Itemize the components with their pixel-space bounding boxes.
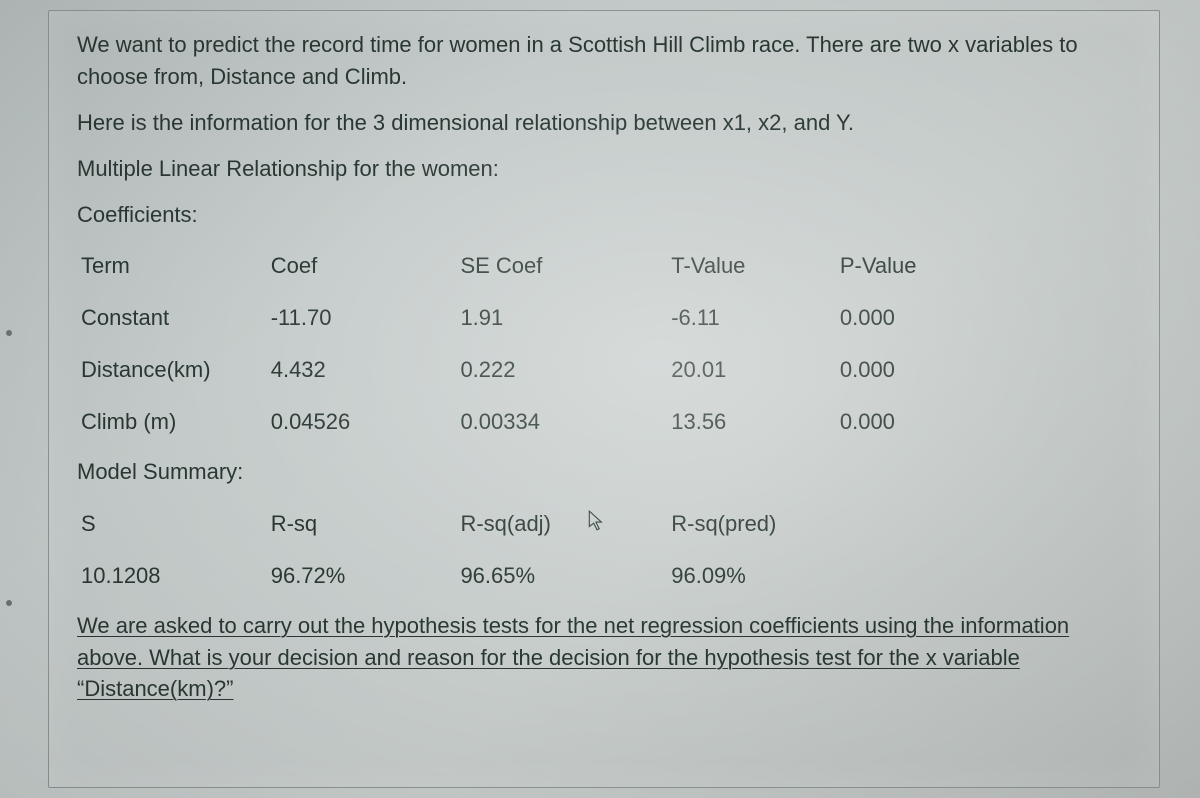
col-rsqadj: R-sq(adj)	[456, 498, 667, 550]
intro-paragraph-2: Here is the information for the 3 dimens…	[77, 107, 1131, 139]
model-summary-label: Model Summary:	[77, 456, 1131, 488]
cell-se: 1.91	[456, 292, 667, 344]
cell-rsqpred: 96.09%	[667, 550, 836, 602]
cell-term: Climb (m)	[77, 396, 267, 448]
table-header-row: Term Coef SE Coef T-Value P-Value	[77, 240, 1131, 292]
cell-term: Constant	[77, 292, 267, 344]
cell-rsq: 96.72%	[267, 550, 457, 602]
problem-sheet: We want to predict the record time for w…	[48, 10, 1160, 788]
cell-t: 20.01	[667, 344, 836, 396]
cell-coef: 0.04526	[267, 396, 457, 448]
cell-p: 0.000	[836, 396, 1005, 448]
table-row: 10.1208 96.72% 96.65% 96.09%	[77, 550, 1131, 602]
col-tvalue: T-Value	[667, 240, 836, 292]
coefficients-label: Coefficients:	[77, 199, 1131, 231]
col-s: S	[77, 498, 267, 550]
coefficients-table: Term Coef SE Coef T-Value P-Value Consta…	[77, 240, 1131, 448]
cell-t: 13.56	[667, 396, 836, 448]
col-term: Term	[77, 240, 267, 292]
model-summary-table: S R-sq R-sq(adj) R-sq(pred) 10.1208 96.7…	[77, 498, 1131, 602]
bullet-dot-left	[6, 330, 12, 336]
table-row: Constant -11.70 1.91 -6.11 0.000	[77, 292, 1131, 344]
cell-term: Distance(km)	[77, 344, 267, 396]
cell-p: 0.000	[836, 292, 1005, 344]
col-coef: Coef	[267, 240, 457, 292]
cell-se: 0.222	[456, 344, 667, 396]
col-secoef: SE Coef	[456, 240, 667, 292]
question-text: We are asked to carry out the hypothesis…	[77, 610, 1131, 706]
cell-s: 10.1208	[77, 550, 267, 602]
bullet-dot-left-2	[6, 600, 12, 606]
cell-p: 0.000	[836, 344, 1005, 396]
cell-coef: -11.70	[267, 292, 457, 344]
col-rsq: R-sq	[267, 498, 457, 550]
col-pvalue: P-Value	[836, 240, 1005, 292]
cell-t: -6.11	[667, 292, 836, 344]
table-row: Distance(km) 4.432 0.222 20.01 0.000	[77, 344, 1131, 396]
cell-coef: 4.432	[267, 344, 457, 396]
cell-rsqadj: 96.65%	[456, 550, 667, 602]
table-row: Climb (m) 0.04526 0.00334 13.56 0.000	[77, 396, 1131, 448]
col-rsqpred: R-sq(pred)	[667, 498, 836, 550]
intro-paragraph-1: We want to predict the record time for w…	[77, 29, 1131, 93]
intro-paragraph-3: Multiple Linear Relationship for the wom…	[77, 153, 1131, 185]
table-header-row: S R-sq R-sq(adj) R-sq(pred)	[77, 498, 1131, 550]
cell-se: 0.00334	[456, 396, 667, 448]
